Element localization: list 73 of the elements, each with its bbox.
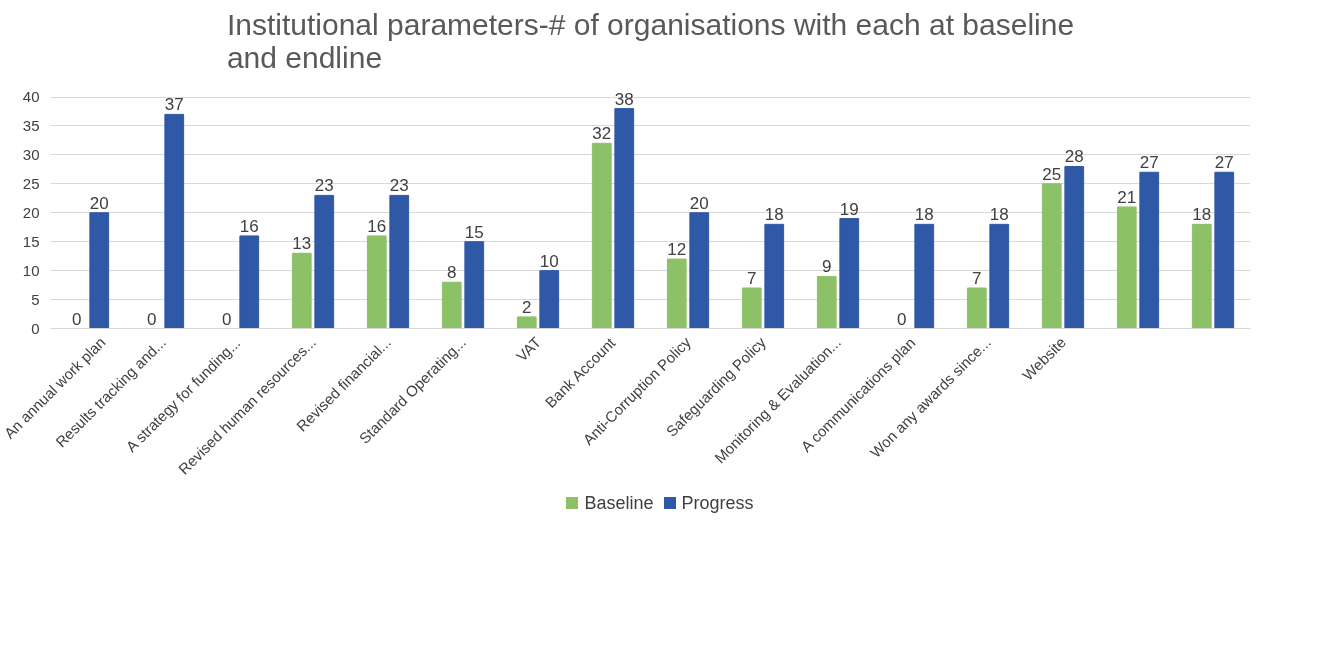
- data-label: 8: [447, 263, 457, 283]
- bar: [989, 223, 1010, 329]
- bar: [464, 241, 485, 329]
- y-tick-label: 5: [31, 290, 40, 308]
- bar: [816, 275, 837, 329]
- data-label: 7: [747, 268, 757, 288]
- data-label: 9: [822, 257, 832, 277]
- bar: [539, 270, 560, 329]
- y-tick-label: 25: [22, 174, 40, 192]
- bar: [516, 316, 537, 329]
- x-tick-label: VAT: [512, 333, 545, 365]
- data-label: 0: [222, 309, 232, 329]
- bar: [741, 287, 762, 329]
- data-label: 37: [164, 95, 184, 115]
- bar: [239, 235, 260, 329]
- bar: [1116, 206, 1137, 329]
- bar: [591, 142, 612, 329]
- data-label: 7: [972, 268, 982, 288]
- bar: [666, 258, 687, 329]
- bar: [366, 235, 387, 329]
- bar: [689, 212, 710, 329]
- bar: [314, 194, 335, 329]
- bar: [1041, 183, 1062, 329]
- data-label: 20: [689, 193, 709, 213]
- y-tick-label: 10: [22, 261, 40, 279]
- legend-label: Baseline: [584, 493, 654, 513]
- data-label: 27: [1214, 153, 1234, 173]
- legend-label: Progress: [681, 493, 754, 513]
- data-label: 23: [314, 176, 334, 196]
- data-label: 20: [89, 193, 109, 213]
- data-label: 23: [389, 176, 409, 196]
- data-label: 2: [522, 297, 532, 317]
- data-label: 27: [1139, 153, 1159, 173]
- y-tick-label: 0: [31, 319, 40, 337]
- y-tick-label: 35: [22, 116, 40, 134]
- bar: [164, 113, 185, 329]
- data-label: 16: [367, 216, 387, 236]
- bar: [1214, 171, 1235, 329]
- y-tick-label: 40: [22, 88, 40, 106]
- data-label: 0: [72, 309, 82, 329]
- data-label: 32: [592, 124, 612, 144]
- bar: [839, 218, 860, 329]
- data-label: 13: [292, 234, 312, 254]
- bar: [764, 223, 785, 329]
- bar: [389, 194, 410, 329]
- data-label: 10: [539, 251, 559, 271]
- chart-title: Institutional parameters-# of organisations with each at baseline and endline: [226, 7, 1075, 74]
- data-label: 21: [1117, 187, 1137, 207]
- bar: [441, 281, 462, 329]
- data-label: 18: [764, 205, 784, 225]
- data-label: 18: [1192, 205, 1212, 225]
- data-label: 16: [239, 216, 259, 236]
- data-label: 18: [989, 205, 1009, 225]
- data-label: 28: [1064, 147, 1084, 167]
- y-tick-label: 20: [22, 203, 40, 221]
- y-tick-label: 30: [22, 145, 40, 163]
- bar: [966, 287, 987, 329]
- data-label: 0: [147, 309, 157, 329]
- data-label: 18: [914, 205, 934, 225]
- data-label: 0: [897, 309, 907, 329]
- y-tick-label: 15: [22, 232, 40, 250]
- bar: [914, 223, 935, 329]
- data-label: 15: [464, 222, 484, 242]
- bar: [291, 252, 312, 329]
- bar: [1139, 171, 1160, 329]
- data-label: 25: [1042, 164, 1062, 184]
- bar: [89, 212, 110, 329]
- bar: [1191, 223, 1212, 329]
- bar: [1064, 165, 1085, 329]
- data-label: 38: [614, 89, 634, 109]
- data-label: 19: [839, 199, 859, 219]
- data-label: 12: [667, 240, 687, 260]
- bar: [614, 108, 635, 329]
